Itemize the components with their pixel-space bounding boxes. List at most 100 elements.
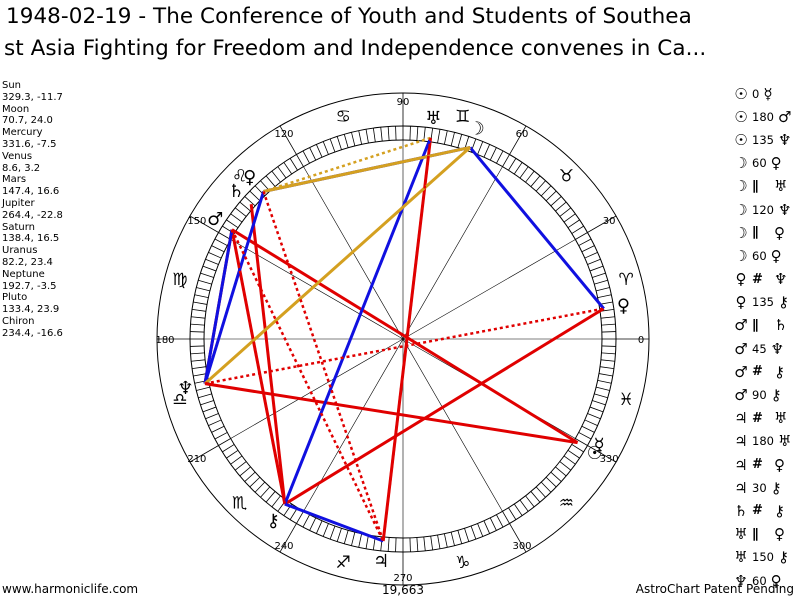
degree-tick xyxy=(437,129,441,144)
degree-tick xyxy=(191,359,206,362)
degree-tick xyxy=(372,128,376,142)
degree-tick xyxy=(597,294,612,299)
degree-tick xyxy=(265,491,276,503)
aspect-planet-2-glyph: ♀ xyxy=(774,455,785,474)
zodiac-sign-icon: ♉ xyxy=(559,167,574,187)
degree-tick xyxy=(191,316,206,319)
planet-name: Jupiter xyxy=(2,197,35,209)
degree-tick xyxy=(214,432,228,440)
degree-tick xyxy=(600,359,615,362)
degree-tick xyxy=(535,486,546,498)
aspect-row: ♃ # ♀ xyxy=(730,453,791,476)
aspect-row: ♄ # ⚷ xyxy=(730,499,791,522)
sun-glyph-icon: ☉ xyxy=(587,443,603,464)
aspect-planet-2-glyph: ☿ xyxy=(763,84,773,103)
degree-tick xyxy=(244,196,256,207)
aspect-line xyxy=(283,137,432,505)
degree-tick xyxy=(508,507,517,520)
uranus-glyph-icon: ♅ xyxy=(425,108,441,129)
degree-tick xyxy=(351,531,356,546)
degree-tick xyxy=(483,144,491,158)
degree-tick xyxy=(450,531,455,546)
degree-tick xyxy=(567,449,580,459)
aspect-planet-2-glyph: ♅ xyxy=(777,432,792,451)
aspect-planet-1-glyph: ♅ xyxy=(734,525,748,544)
degree-tick xyxy=(477,523,484,537)
aspect-line xyxy=(284,307,605,506)
degree-tick xyxy=(336,528,342,542)
aspect-planet-2-glyph: ♆ xyxy=(770,339,785,358)
degree-tick xyxy=(202,406,217,413)
degree-tick xyxy=(380,127,383,142)
degree-tick xyxy=(502,154,510,167)
aspect-row: ☉ 0 ☿ xyxy=(730,82,791,105)
degree-tick xyxy=(594,393,608,399)
degree-tick xyxy=(190,323,205,326)
aspect-row: ♂ 90 ⚷ xyxy=(730,383,791,406)
aspect-planet-2-glyph: ♆ xyxy=(774,270,788,289)
degree-tick xyxy=(477,141,484,155)
degree-tick xyxy=(234,207,247,217)
degree-tick xyxy=(457,530,463,544)
degree-tick xyxy=(226,219,239,229)
degree-label: 120 xyxy=(274,129,293,140)
degree-tick xyxy=(315,144,323,158)
chiron-glyph-icon: ⚷ xyxy=(267,510,280,531)
aspect-type: 120 xyxy=(752,202,774,217)
planet-values: 70.7, 24.0 xyxy=(2,115,53,127)
aspect-row: ♅ 150 ⚷ xyxy=(730,546,791,569)
aspect-planet-1-glyph: ♃ xyxy=(734,409,748,428)
degree-tick xyxy=(358,130,363,145)
aspect-type: 60 xyxy=(752,573,767,588)
degree-tick xyxy=(200,272,214,278)
degree-tick xyxy=(277,166,287,179)
chart-title-line-1: 1948-02-19 - The Conference of Youth and… xyxy=(6,4,692,29)
aspect-planet-1-glyph: ☉ xyxy=(734,107,748,126)
degree-tick xyxy=(587,413,601,420)
aspect-line xyxy=(263,136,431,193)
degree-tick xyxy=(194,294,209,299)
degree-tick xyxy=(198,393,212,399)
aspect-line xyxy=(262,191,385,542)
planet-glyphs: ☉ ☽ ☿ ♀ ♂ ♃ ♄ ♅ ♆ ♀ ⚷ xyxy=(177,108,630,572)
planet-positions-list: Sun 329.3, -11.7 Moon 70.7, 24.0 Mercury 331.… xyxy=(2,80,63,340)
aspect-row: ♂ 45 ♆ xyxy=(730,337,791,360)
aspect-row: ♂ ∥ ♄ xyxy=(730,314,791,337)
degree-label: 300 xyxy=(512,541,531,552)
degree-tick xyxy=(296,511,304,524)
degree-tick xyxy=(214,238,228,246)
sign-divider xyxy=(509,125,527,155)
degree-tick xyxy=(559,461,572,471)
degree-label: 30 xyxy=(603,216,616,227)
degree-tick xyxy=(437,534,441,549)
planet-name: Pluto xyxy=(2,292,28,304)
aspect-planet-1-glyph: ☽ xyxy=(734,177,748,196)
zodiac-sign-icon: ♊ xyxy=(455,107,470,127)
planet-values: 82.2, 23.4 xyxy=(2,256,53,268)
degree-tick xyxy=(193,373,208,377)
degree-tick xyxy=(502,511,510,524)
zodiac-sign-glyphs: ♈ ♉ ♊ ♋ ♌ ♍ ♎ ♏ ♐ ♑ ♒ ♓ xyxy=(172,107,634,573)
degree-tick xyxy=(222,444,235,453)
zodiac-sign-icon: ♏ xyxy=(232,493,247,513)
aspect-type: 150 xyxy=(752,550,774,565)
planet-name: Chiron xyxy=(2,315,35,327)
degree-tick xyxy=(540,481,552,493)
degree-tick xyxy=(423,536,426,551)
aspect-line xyxy=(203,229,234,384)
degree-tick xyxy=(196,386,211,391)
aspect-type: 30 xyxy=(752,480,767,495)
aspect-planet-2-glyph: ♀ xyxy=(774,525,785,544)
degree-tick xyxy=(309,147,317,161)
sign-divider xyxy=(587,215,617,233)
neptune-glyph-icon: ♆ xyxy=(177,378,193,399)
degree-tick xyxy=(567,219,580,229)
degree-tick xyxy=(193,301,208,305)
sign-divider xyxy=(189,215,219,233)
website-footer-link[interactable]: www.harmoniclife.com xyxy=(2,582,139,596)
degree-tick xyxy=(508,158,517,171)
degree-tick xyxy=(489,517,497,531)
degree-tick xyxy=(595,287,610,292)
wheel-rings xyxy=(156,92,650,586)
